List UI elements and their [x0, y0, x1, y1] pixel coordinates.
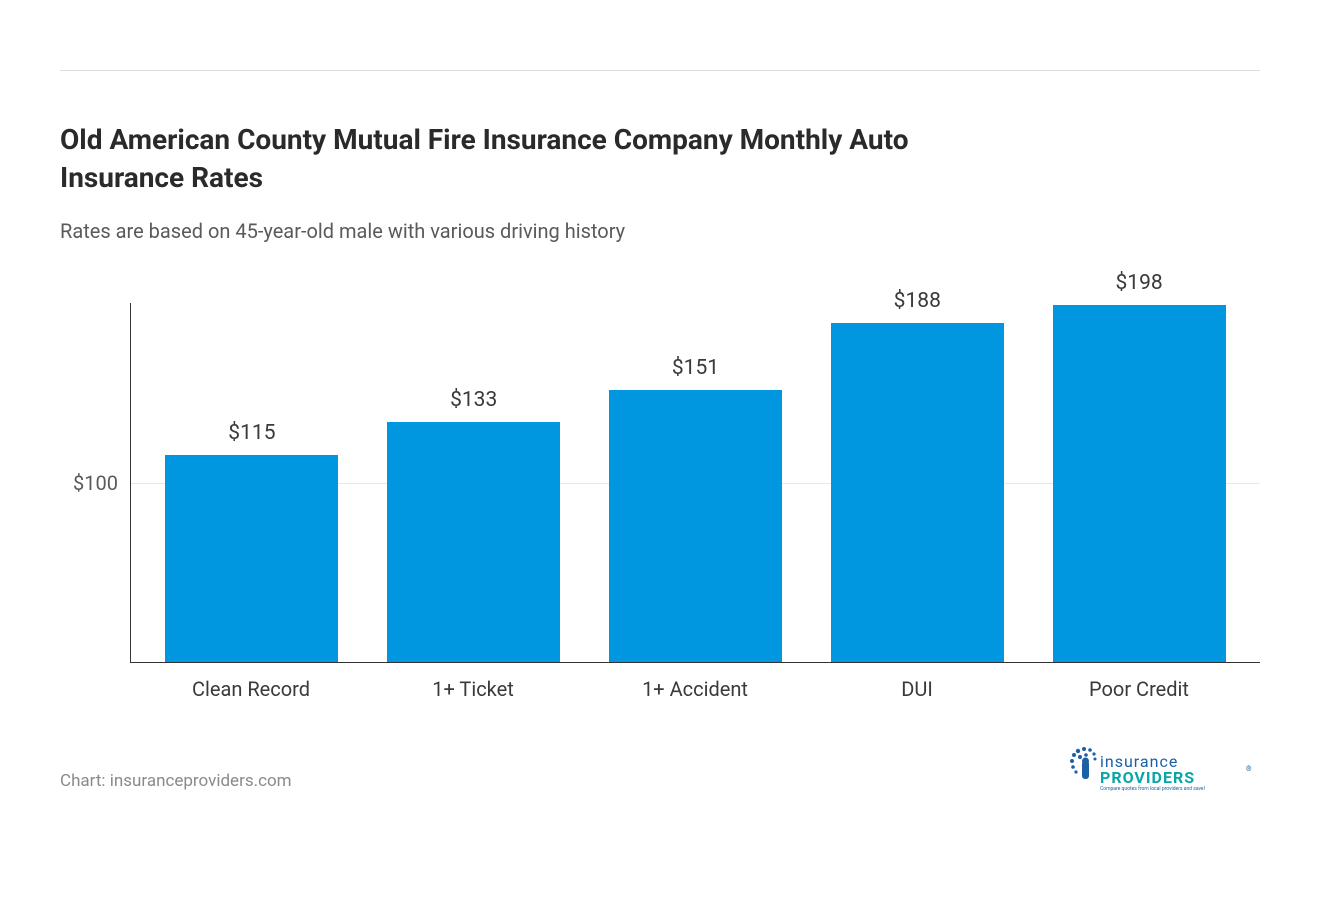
- x-tick-label: 1+ Accident: [584, 677, 806, 701]
- x-tick-label: Poor Credit: [1028, 677, 1250, 701]
- x-tick-label: 1+ Ticket: [362, 677, 584, 701]
- brand-logo: insurance PROVIDERS ® Compare quotes fro…: [1060, 741, 1260, 791]
- registered-mark: ®: [1246, 765, 1252, 773]
- plot-area: $115$133$151$188$198: [130, 303, 1260, 663]
- logo-text-bottom: PROVIDERS: [1100, 768, 1195, 787]
- bar: [165, 455, 338, 662]
- chart-title: Old American County Mutual Fire Insuranc…: [60, 121, 960, 197]
- bar-group: $188: [806, 289, 1028, 661]
- y-tick-label: $100: [73, 471, 118, 495]
- bar-group: $151: [585, 356, 807, 662]
- bars-container: $115$133$151$188$198: [131, 303, 1260, 662]
- logo-dots-icon: [1070, 747, 1097, 779]
- bar-group: $115: [141, 421, 363, 662]
- bar-group: $133: [363, 388, 585, 661]
- chart-footer: Chart: insuranceproviders.com insurance …: [60, 741, 1260, 791]
- bar-value-label: $151: [672, 356, 719, 380]
- x-axis: Clean Record1+ Ticket1+ AccidentDUIPoor …: [130, 677, 1260, 701]
- bar: [831, 323, 1004, 661]
- top-divider: [60, 70, 1260, 71]
- bar-value-label: $188: [894, 289, 941, 313]
- bar-group: $198: [1028, 271, 1250, 661]
- bar-value-label: $198: [1115, 271, 1162, 295]
- bar: [1053, 305, 1226, 661]
- logo-tagline: Compare quotes from local providers and …: [1100, 785, 1205, 791]
- x-tick-label: DUI: [806, 677, 1028, 701]
- chart-credit: Chart: insuranceproviders.com: [60, 771, 292, 791]
- bar: [387, 422, 560, 661]
- x-tick-label: Clean Record: [140, 677, 362, 701]
- bar-chart: $100 $115$133$151$188$198: [60, 303, 1260, 663]
- bar: [609, 390, 782, 662]
- y-axis: $100: [60, 303, 130, 663]
- bar-value-label: $115: [228, 421, 275, 445]
- bar-value-label: $133: [450, 388, 497, 412]
- chart-subtitle: Rates are based on 45-year-old male with…: [60, 219, 1260, 243]
